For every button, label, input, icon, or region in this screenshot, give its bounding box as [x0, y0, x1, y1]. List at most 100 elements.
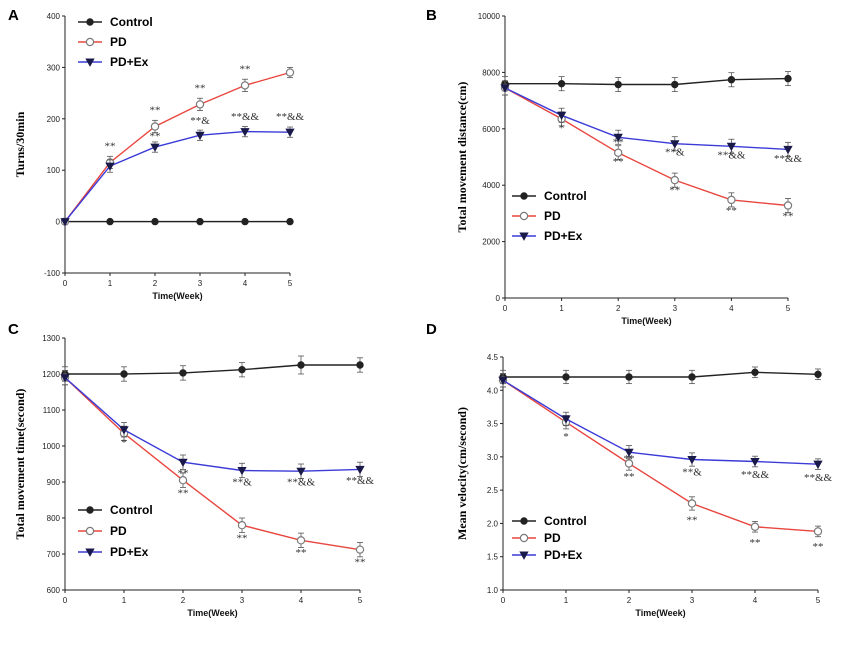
series-line-pdex [504, 87, 789, 151]
y-tick-label: 1100 [43, 406, 61, 415]
legend-label-pdex: PD+Ex [110, 545, 149, 559]
panel-letter: A [8, 7, 19, 24]
series-line-control [503, 371, 819, 378]
significance-mark: ** [195, 83, 206, 95]
data-point-pd [813, 527, 823, 536]
significance-mark: ** [813, 541, 824, 553]
legend-marker-control [520, 192, 528, 200]
data-point-pdex [670, 140, 680, 149]
data-point-pdex [783, 145, 793, 155]
x-axis-label: Time(Week) [152, 291, 202, 301]
significance-mark: ** [613, 156, 624, 168]
y-tick-label: -100 [44, 269, 61, 278]
legend-label-pd: PD [544, 531, 561, 545]
series-line-pdex [64, 377, 361, 472]
x-tick-label: 2 [616, 304, 621, 313]
data-point-pdex [500, 84, 510, 93]
legend-marker-control [86, 18, 94, 26]
significance-mark: **&& [346, 475, 375, 487]
data-point-pdex [178, 458, 188, 468]
x-tick-label: 0 [501, 596, 506, 605]
y-tick-label: 2000 [482, 238, 500, 247]
data-point-pd [614, 148, 623, 157]
data-point-pdex [355, 465, 365, 475]
legend-marker-pd [85, 37, 95, 47]
significance-mark: ** [783, 211, 794, 223]
legend-label-pdex: PD+Ex [544, 229, 583, 243]
chart-panel-D: D 1.0 1.5 2.0 2.5 3.0 3.5 4.0 4.5 0 1 2 3 4 5 Time(Week… [426, 321, 832, 618]
y-tick-label: 4000 [482, 181, 500, 190]
data-point-control [784, 74, 792, 83]
significance-mark: ** [150, 130, 161, 142]
x-tick-label: 5 [288, 279, 293, 288]
x-tick-label: 4 [753, 596, 758, 605]
data-point-control [671, 80, 679, 89]
data-point-pdex [240, 128, 250, 137]
data-point-pdex [613, 133, 623, 143]
x-tick-label: 5 [358, 596, 363, 605]
legend-marker-pd [519, 211, 529, 221]
x-axis-label: Time(Week) [187, 608, 237, 618]
series-control [61, 355, 364, 382]
y-tick-label: 300 [47, 63, 61, 72]
significance-mark: **& [665, 147, 685, 159]
data-point-pdex [561, 415, 571, 424]
significance-mark: ** [687, 514, 698, 526]
x-tick-label: 1 [559, 304, 564, 313]
x-tick-label: 2 [181, 596, 186, 605]
legend-marker-pdex [519, 232, 529, 241]
significance-mark: **&& [717, 149, 746, 161]
legend-label-control: Control [544, 189, 587, 203]
y-axis-label: Turns/30min [13, 111, 27, 177]
legend: Control PD PD+Ex [512, 514, 587, 562]
data-point-control [120, 370, 128, 378]
significance-mark: **&& [741, 469, 770, 481]
data-point-control [557, 79, 566, 88]
x-tick-label: 1 [108, 279, 113, 288]
data-point-pdex [498, 376, 508, 386]
data-point-pd [687, 499, 697, 508]
data-point-pd [670, 175, 680, 185]
series-control [61, 217, 294, 226]
data-point-pdex [285, 128, 295, 137]
legend-label-control: Control [110, 503, 153, 517]
legend-label-pdex: PD+Ex [110, 55, 149, 69]
significance-mark: ** [669, 185, 680, 197]
legend-marker-pd [519, 533, 529, 543]
x-tick-label: 1 [564, 596, 569, 605]
series-control [501, 71, 792, 92]
series-pdex [60, 369, 365, 479]
data-point-pdex [150, 143, 160, 152]
significance-mark: ** [624, 471, 635, 483]
data-point-pdex [195, 131, 205, 141]
data-point-control [241, 217, 249, 226]
data-point-control [238, 365, 246, 374]
series-line-pd [64, 71, 291, 223]
legend-marker-pdex [85, 58, 95, 67]
panel-letter: D [426, 321, 437, 338]
significance-mark: **&& [804, 472, 833, 484]
y-tick-label: 6000 [482, 125, 500, 134]
data-point-pdex [624, 448, 634, 458]
data-point-control [614, 80, 622, 89]
data-point-pd [624, 459, 634, 468]
x-tick-label: 1 [122, 596, 127, 605]
data-point-control [196, 217, 204, 226]
significance-mark: * [559, 123, 565, 135]
significance-mark: **& [682, 466, 702, 478]
significance-mark: ** [150, 105, 161, 117]
y-axis-label: Mean velocity(cm/second) [455, 407, 469, 540]
y-tick-label: 1300 [42, 334, 60, 343]
data-point-control [814, 370, 822, 379]
y-tick-label: 100 [47, 166, 61, 175]
series-line-pd [64, 377, 361, 551]
series-line-pdex [64, 130, 291, 223]
significance-mark: ** [613, 137, 624, 149]
y-tick-label: 700 [47, 550, 61, 559]
significance-mark: ** [240, 64, 251, 76]
data-point-pd [178, 476, 188, 485]
series-line-pdex [502, 379, 819, 465]
series-line-pd [504, 87, 789, 207]
data-point-control [688, 373, 696, 381]
data-point-control [727, 76, 736, 84]
